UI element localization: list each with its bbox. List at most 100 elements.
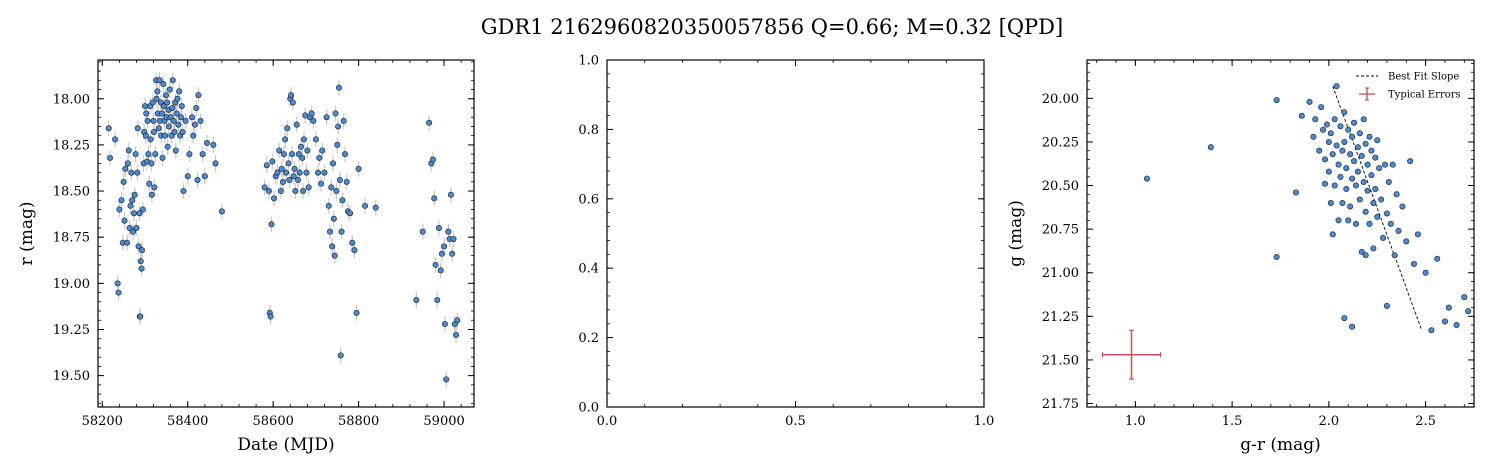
data-point <box>1453 322 1460 329</box>
data-point <box>1364 187 1371 194</box>
data-point <box>1358 152 1365 159</box>
data-point <box>171 128 178 135</box>
data-point <box>1383 302 1390 309</box>
figure-title: GDR1 2162960820350057856 Q=0.66; M=0.32 … <box>481 15 1063 39</box>
data-point <box>332 110 339 117</box>
data-point <box>1339 147 1346 154</box>
data-point <box>441 243 448 250</box>
data-point <box>151 184 158 191</box>
data-point <box>280 178 287 185</box>
x-tick-label: 58600 <box>253 414 294 429</box>
y-tick-label: 21.75 <box>1042 397 1079 412</box>
data-point <box>176 88 183 95</box>
data-point <box>278 165 285 172</box>
data-point <box>339 197 346 204</box>
data-point <box>295 151 302 158</box>
data-point <box>1411 261 1418 268</box>
color-magnitude-panel: 1.0 1.5 2.0 2.5 20.00 20.25 20.50 20.75 21.00 21.… <box>1006 59 1475 455</box>
data-point <box>284 125 291 132</box>
x-tick-label: 58200 <box>82 414 123 429</box>
x-axis-label: g-r (mag) <box>1240 435 1321 455</box>
data-point <box>1399 203 1406 210</box>
data-point <box>126 224 133 231</box>
data-point <box>129 197 136 204</box>
data-point <box>1325 168 1332 175</box>
data-point <box>114 280 121 287</box>
data-point <box>118 197 125 204</box>
y-tick-label: 19.50 <box>53 369 90 384</box>
data-point <box>1312 116 1319 123</box>
data-point <box>431 195 438 202</box>
data-point <box>127 202 134 209</box>
data-point <box>1368 172 1375 179</box>
data-point <box>1428 327 1435 334</box>
data-point <box>1351 158 1358 165</box>
data-point <box>1343 186 1350 193</box>
data-point <box>165 123 172 130</box>
data-point <box>327 228 334 235</box>
data-point <box>349 239 356 246</box>
data-point <box>203 140 210 147</box>
data-point <box>131 191 138 198</box>
data-point <box>1381 161 1388 168</box>
data-point <box>1356 130 1363 137</box>
data-point <box>116 206 123 213</box>
data-point <box>160 103 167 110</box>
y-tick-label: 19.00 <box>53 277 90 292</box>
data-point <box>189 114 196 121</box>
y-tick-label: 18.25 <box>53 138 90 153</box>
data-point <box>148 191 155 198</box>
data-point <box>1385 179 1392 186</box>
data-point <box>144 117 151 124</box>
data-point <box>441 320 448 327</box>
data-point <box>1341 109 1348 116</box>
data-point <box>1362 208 1369 215</box>
axes-frame <box>97 59 475 408</box>
y-tick-label: 18.75 <box>53 231 90 246</box>
data-point <box>292 188 299 195</box>
data-point <box>1343 165 1350 172</box>
data-point <box>154 88 161 95</box>
data-point <box>1389 161 1396 168</box>
data-point <box>134 125 141 132</box>
data-point <box>305 184 312 191</box>
data-point <box>450 236 457 243</box>
data-point <box>1322 180 1329 187</box>
data-point <box>290 173 297 180</box>
data-point <box>1351 119 1358 126</box>
data-point <box>268 221 275 228</box>
x-tick-label: 1.0 <box>974 414 995 429</box>
data-point <box>1207 144 1214 151</box>
data-point <box>316 154 323 161</box>
data-point <box>173 110 180 117</box>
data-point <box>172 147 179 154</box>
data-point <box>1292 189 1299 196</box>
data-point <box>310 117 317 124</box>
data-point <box>1374 213 1381 220</box>
data-point <box>105 125 112 132</box>
data-point <box>1372 186 1379 193</box>
data-point <box>304 147 311 154</box>
x-tick-label: 2.0 <box>1319 414 1340 429</box>
data-point <box>1370 199 1377 206</box>
data-point <box>147 136 154 143</box>
data-point <box>336 176 343 183</box>
data-point <box>1393 191 1400 198</box>
data-point <box>138 265 145 272</box>
data-point <box>153 95 160 102</box>
data-point <box>288 92 295 99</box>
data-point <box>308 110 315 117</box>
data-point <box>276 147 283 154</box>
data-point <box>299 154 306 161</box>
data-point <box>329 243 336 250</box>
data-point <box>288 151 295 158</box>
data-point <box>130 228 137 235</box>
data-point <box>179 128 186 135</box>
data-point <box>164 99 171 106</box>
empty-panel: 0.0 0.5 1.0 0.0 0.2 0.4 0.6 0.8 1.0 <box>578 54 994 430</box>
data-point <box>128 169 135 176</box>
data-point <box>193 104 200 111</box>
data-point <box>1352 220 1359 227</box>
data-point <box>159 154 166 161</box>
